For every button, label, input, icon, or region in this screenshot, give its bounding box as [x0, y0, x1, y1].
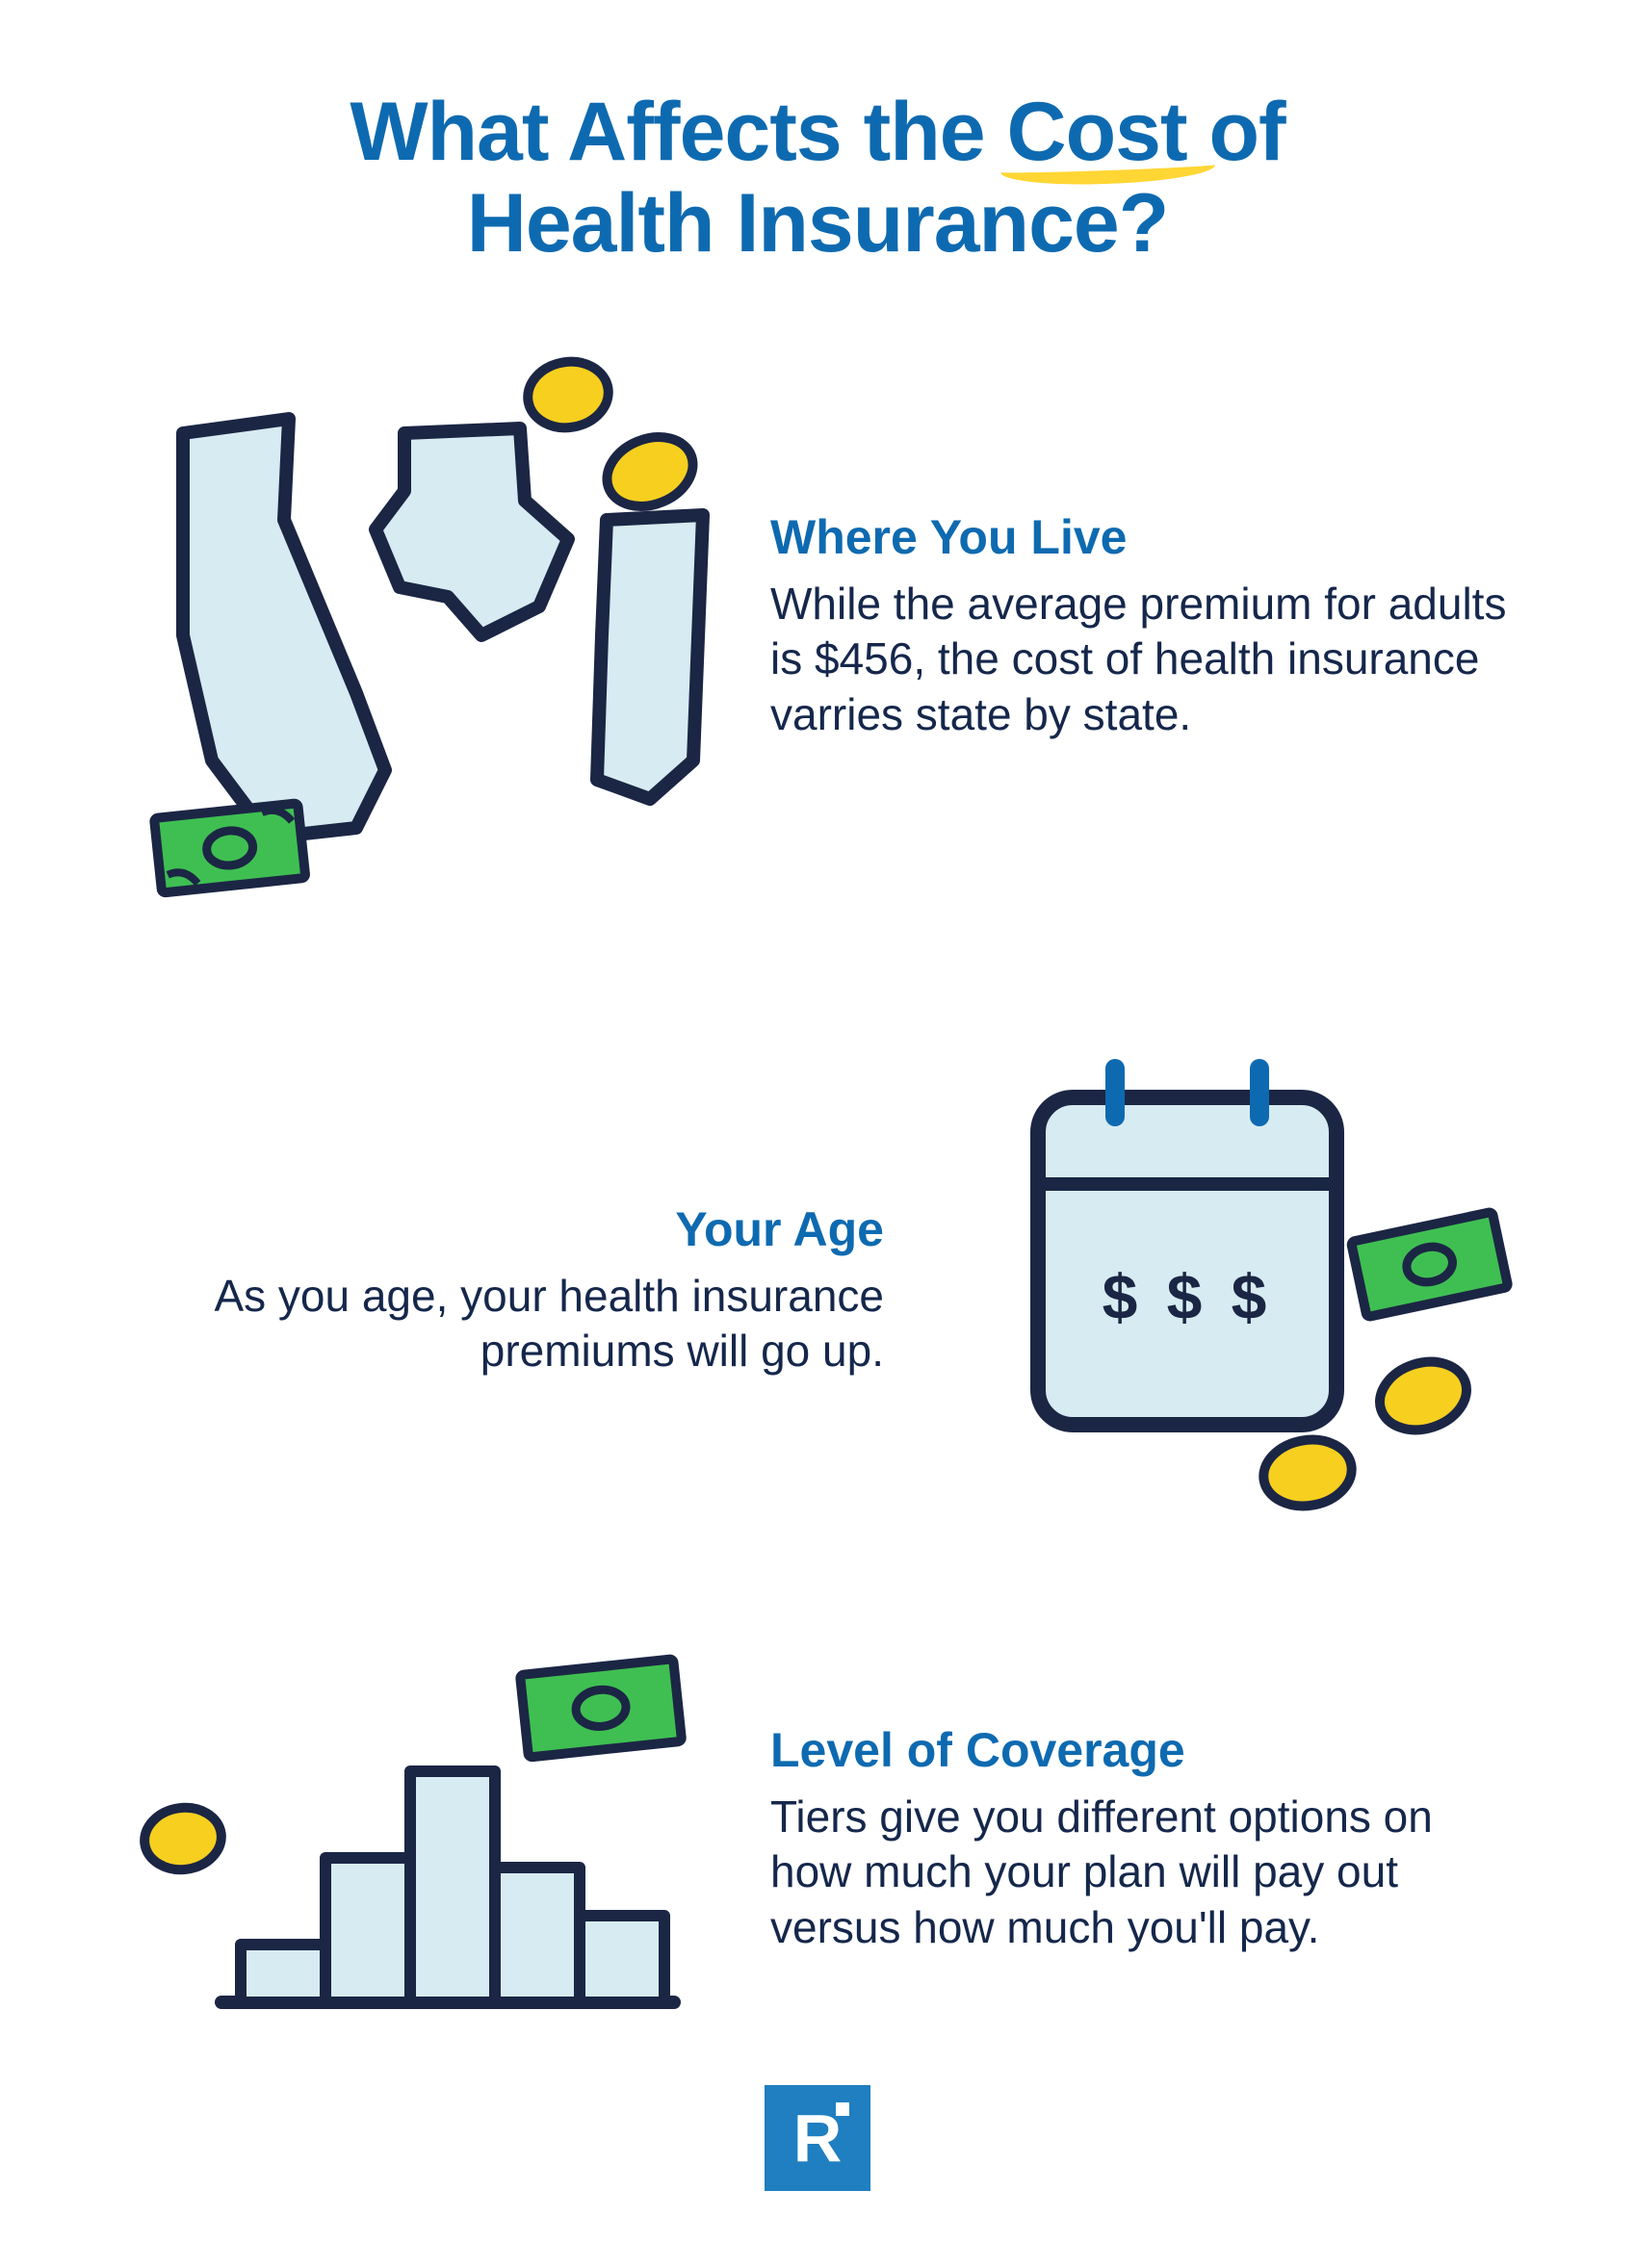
- title-underlined-word: Cost: [1006, 87, 1186, 178]
- state-texas-icon: [376, 428, 568, 635]
- section-text: Where You Live While the average premium…: [770, 509, 1519, 743]
- states-illustration: [116, 347, 732, 905]
- section-where-you-live: Where You Live While the average premium…: [116, 347, 1519, 905]
- section-your-age: Your Age As you age, your health insuran…: [116, 1040, 1519, 1540]
- chart-bar: [410, 1771, 495, 2002]
- chart-bar: [495, 1868, 580, 2002]
- section-text: Your Age As you age, your health insuran…: [116, 1201, 884, 1379]
- section-heading: Where You Live: [770, 509, 1519, 565]
- calendar-dollar-text: $ $ $: [1103, 1261, 1273, 1332]
- bar-chart-illustration: [116, 1637, 732, 2041]
- coin-icon: [597, 425, 704, 519]
- title-line-2: Health Insurance?: [467, 177, 1169, 270]
- section-level-of-coverage: Level of Coverage Tiers give you differe…: [116, 1637, 1519, 2041]
- title-line-1a: What Affects the: [350, 86, 1006, 178]
- chart-bar: [241, 1945, 325, 2002]
- dollar-bill-icon: [520, 1659, 682, 1757]
- state-mississippi-icon: [597, 515, 703, 799]
- section-body: Tiers give you different options on how …: [770, 1790, 1519, 1956]
- section-body: As you age, your health insurance premiu…: [116, 1269, 884, 1379]
- chart-bar: [325, 1858, 410, 2002]
- dollar-bill-icon: [1351, 1212, 1508, 1317]
- section-heading: Level of Coverage: [770, 1722, 1519, 1778]
- page-title: What Affects the Cost of Health Insuranc…: [0, 0, 1635, 269]
- coin-icon: [1259, 1433, 1357, 1513]
- coin-icon: [523, 355, 614, 434]
- calendar-illustration: $ $ $: [922, 1040, 1519, 1540]
- state-california-icon: [183, 419, 385, 838]
- logo-letter: R: [793, 2100, 843, 2177]
- coin-icon: [1371, 1351, 1476, 1440]
- section-body: While the average premium for adults is …: [770, 577, 1519, 743]
- dollar-bill-icon: [154, 803, 305, 892]
- section-text: Level of Coverage Tiers give you differe…: [770, 1722, 1519, 1956]
- section-heading: Your Age: [116, 1201, 884, 1257]
- brand-logo: R: [765, 2085, 870, 2191]
- chart-bar: [580, 1916, 664, 2002]
- coin-icon: [141, 1803, 225, 1875]
